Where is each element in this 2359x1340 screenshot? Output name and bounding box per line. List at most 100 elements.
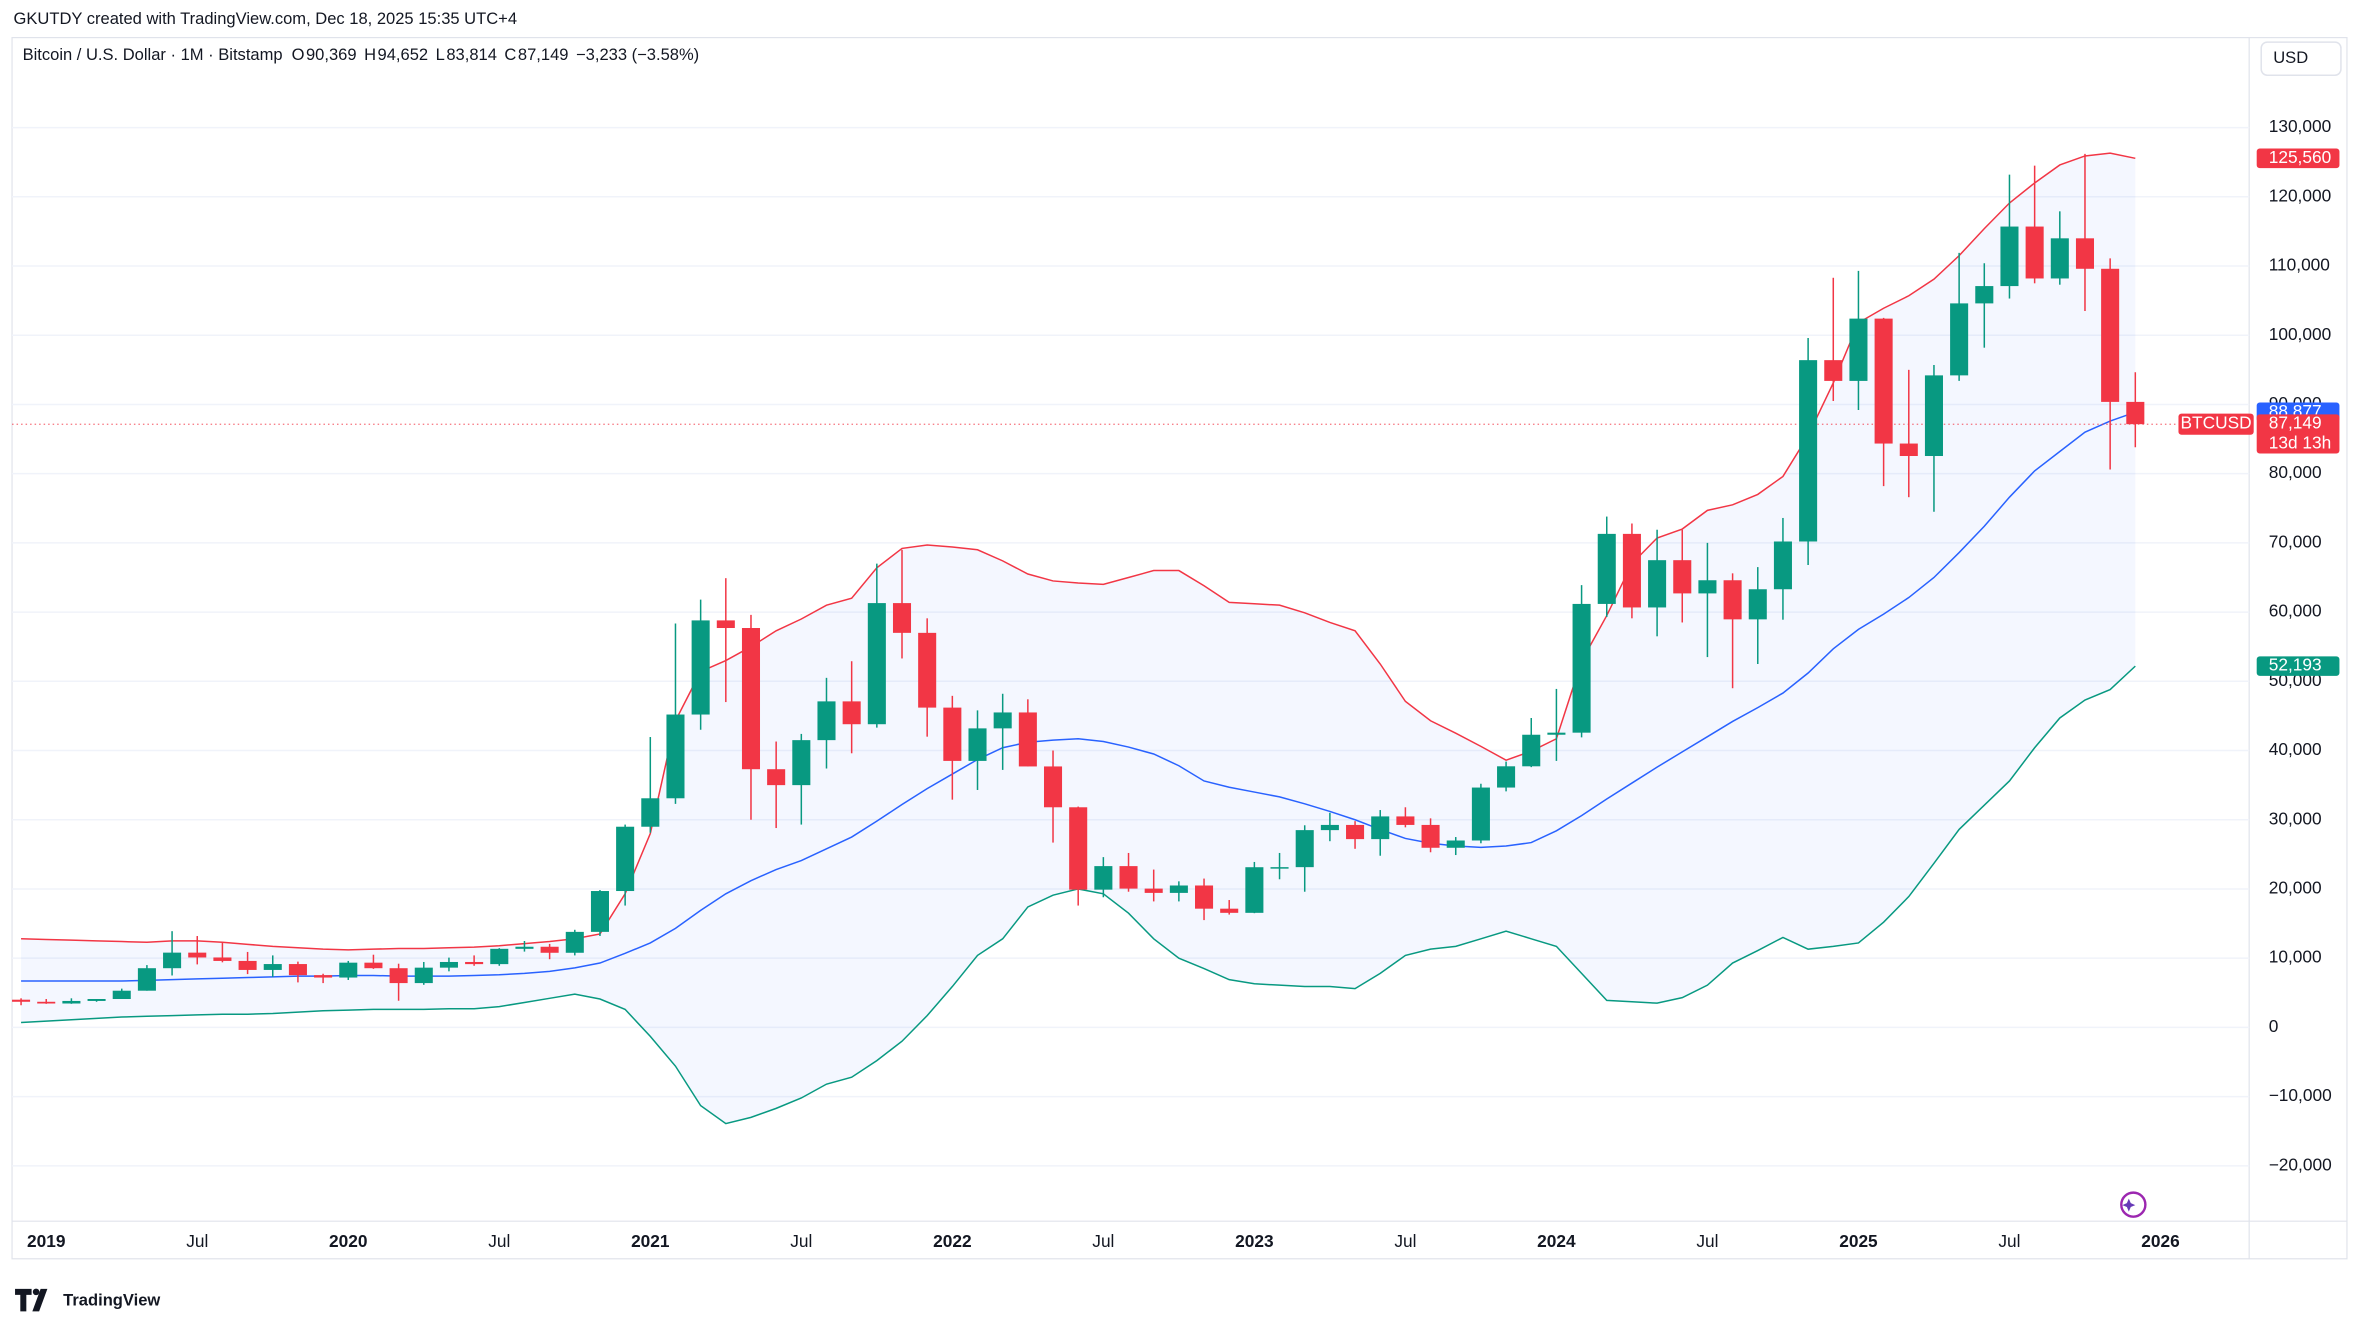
ohlc-value: 87,149	[518, 45, 569, 64]
price-tag	[2256, 414, 2340, 454]
y-tick-label: 0	[2269, 1016, 2279, 1036]
x-tick-label: 2025	[1839, 1231, 1878, 1251]
candle-body	[1673, 560, 1692, 594]
candle-body	[741, 628, 761, 770]
price-tag-label: 52,193	[2269, 655, 2322, 675]
candle-body	[1018, 712, 1037, 767]
credit: GKUTDY created with TradingView.com, Dec…	[14, 9, 517, 28]
candle-body	[1874, 318, 1893, 444]
candle-body	[339, 962, 358, 978]
y-tick-label: 110,000	[2269, 255, 2330, 275]
x-tick-label: Jul	[790, 1231, 812, 1251]
candle-body	[439, 961, 458, 968]
candle-body	[867, 603, 886, 725]
candle-body	[364, 962, 383, 969]
candle-body	[1169, 885, 1188, 893]
candle-body	[1094, 866, 1113, 890]
candle-body	[1446, 840, 1465, 848]
candle-body	[2126, 401, 2145, 425]
candle-body	[163, 952, 182, 969]
price-tag-label: 125,560	[2269, 147, 2331, 167]
y-tick-label: 100,000	[2269, 324, 2331, 344]
candle-body	[414, 967, 433, 984]
candle-body	[1572, 603, 1591, 733]
candle-body	[288, 964, 307, 976]
price-tag-label: 87,149	[2269, 413, 2322, 433]
x-tick-label: 2026	[2141, 1231, 2179, 1251]
candle-body	[1220, 908, 1239, 913]
y-tick-label: 80,000	[2269, 462, 2322, 482]
candle-body	[87, 999, 106, 1001]
candle-body	[1950, 303, 1969, 376]
candle-body	[1195, 885, 1214, 909]
currency[interactable]: USD	[2273, 48, 2308, 67]
ai-icon[interactable]	[2120, 1191, 2147, 1218]
candle-body	[1119, 866, 1138, 889]
candle-body	[1371, 816, 1390, 840]
y-tick-label: 70,000	[2269, 531, 2322, 551]
x-tick-label: 2021	[631, 1231, 670, 1251]
candle-body	[943, 707, 962, 761]
candle-body	[1698, 580, 1717, 594]
candle-body	[993, 712, 1012, 729]
logo-mark	[32, 1288, 40, 1296]
x-tick-label: Jul	[1998, 1231, 2020, 1251]
change: −3,233 (−3.58%)	[576, 45, 699, 64]
candle-body	[1723, 580, 1742, 620]
x-tick-label: 2023	[1235, 1231, 1273, 1251]
brand-logo: TradingView	[15, 1288, 160, 1312]
x-tick-label: Jul	[1394, 1231, 1416, 1251]
ohlc-key: H	[364, 45, 376, 64]
candle-body	[1421, 824, 1440, 848]
candle-body	[1396, 816, 1415, 825]
icon-ring	[2120, 1191, 2147, 1218]
candle-body	[2000, 226, 2019, 287]
candle-body	[590, 891, 609, 932]
candle-body	[515, 946, 534, 949]
price-tag	[2256, 656, 2340, 676]
band-fill	[21, 153, 2136, 1124]
candle-body	[968, 728, 987, 761]
y-tick-label: 60,000	[2269, 601, 2322, 621]
candle-body	[1245, 867, 1264, 913]
candle-body	[1748, 589, 1767, 620]
y-tick-label: −20,000	[2269, 1154, 2332, 1174]
y-tick-label: 130,000	[2269, 116, 2331, 136]
ohlc-value: 94,652	[378, 45, 429, 64]
candle-body	[1522, 734, 1541, 767]
candle-body	[767, 769, 786, 786]
band-line	[21, 411, 2136, 982]
candle-body	[2075, 238, 2095, 269]
candle-body	[1622, 533, 1641, 608]
candle-body	[490, 948, 509, 965]
candle-body	[188, 952, 207, 958]
candle-body	[1144, 888, 1163, 893]
logo-mark	[32, 1288, 48, 1312]
candle-body	[817, 701, 836, 741]
candle-body	[1899, 443, 1918, 457]
symbol-tag	[2178, 413, 2254, 435]
candle-body	[2025, 226, 2044, 279]
brand: TradingView	[63, 1290, 160, 1309]
candle-body	[792, 740, 811, 786]
candle-body	[1547, 732, 1566, 735]
candle-body	[1069, 807, 1088, 890]
x-tick-label: 2019	[27, 1231, 65, 1251]
ohlc-key: L	[436, 45, 445, 64]
candle-body	[1849, 318, 1868, 381]
y-tick-label: 40,000	[2269, 739, 2322, 759]
ohlc-legend: O 90,369 H 94,652 L 83,814 C 87,149 −3,233 (−3.5…	[292, 45, 700, 64]
candle-body	[1346, 824, 1365, 840]
candle-body	[1648, 560, 1667, 608]
candle-body	[842, 701, 861, 725]
candle-body	[238, 960, 257, 970]
candle-body	[37, 1001, 56, 1004]
candle-body	[1320, 824, 1339, 831]
candle-body	[2050, 238, 2069, 279]
chart-frame	[11, 36, 2348, 1260]
currency-button[interactable]	[2260, 41, 2342, 76]
candle-body	[213, 957, 232, 961]
candle-body	[540, 946, 559, 953]
candle-body	[1043, 766, 1063, 808]
